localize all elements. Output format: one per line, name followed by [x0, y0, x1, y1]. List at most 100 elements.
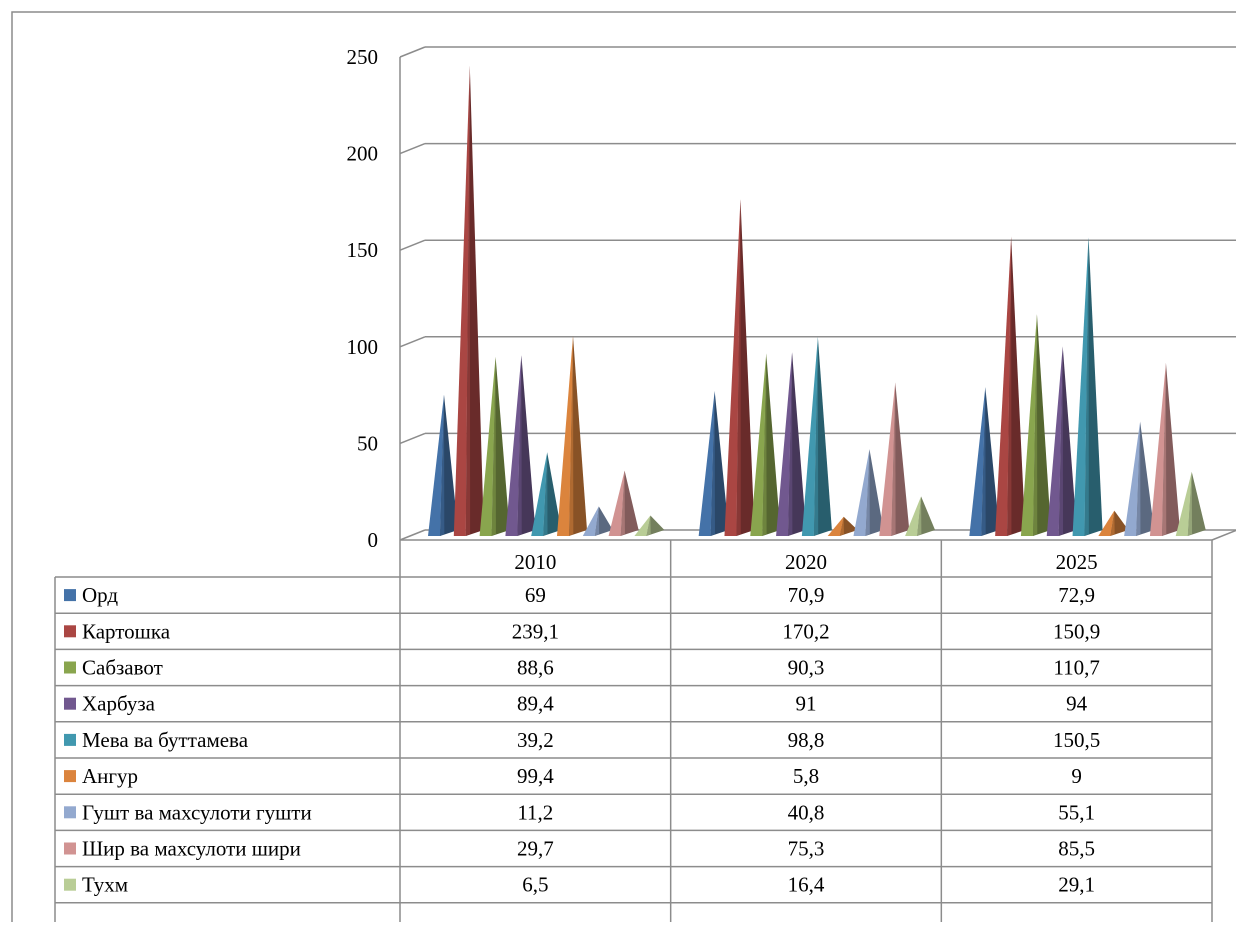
bar-front-face [453, 66, 470, 536]
bar-side-face [865, 449, 884, 536]
data-label: 5,8 [793, 764, 819, 788]
bar-front-face [776, 352, 793, 536]
bar-front-face [479, 356, 496, 536]
data-label: 39,2 [517, 728, 554, 752]
bar-front-face [905, 496, 922, 536]
bar [879, 382, 910, 536]
data-label: 9 [1071, 764, 1082, 788]
bar-front-face [1072, 237, 1089, 536]
legend-label: Мева ва буттамева [82, 728, 249, 752]
bar [1124, 421, 1155, 536]
bar-side-face [1136, 421, 1155, 536]
bar-series [428, 66, 1206, 537]
bar-mid-face [736, 199, 741, 537]
bar-mid-face [788, 352, 793, 536]
bar [1046, 346, 1077, 536]
bar-side-face [491, 356, 510, 536]
bar-front-face [879, 382, 896, 536]
bar [479, 356, 510, 536]
bar [698, 391, 729, 536]
gridline-diagonal [399, 239, 426, 251]
bar-front-face [698, 391, 715, 536]
gridline-diagonal [399, 142, 426, 155]
bar-mid-face [762, 353, 767, 536]
data-label: 150,9 [1053, 619, 1100, 643]
legend-label: Харбуза [82, 692, 156, 716]
y-axis-ticks: 0 50 100 150 200 250 [347, 45, 379, 552]
bar-mid-face [491, 356, 496, 536]
legend-swatch [64, 770, 76, 783]
bar [969, 387, 1000, 536]
bar [1149, 362, 1180, 536]
bar-side-face [710, 391, 729, 536]
legend-label: Орд [82, 583, 118, 607]
bar-mid-face [1110, 510, 1115, 536]
bar [505, 355, 536, 536]
data-label: 29,7 [517, 837, 554, 861]
data-label: 170,2 [782, 619, 829, 643]
bar-front-face [1124, 421, 1141, 536]
bar-side-face [1110, 510, 1129, 536]
bar [724, 199, 755, 537]
bar-side-face [891, 382, 910, 536]
bar [582, 506, 613, 536]
bar [608, 470, 639, 536]
bar-mid-face [646, 515, 651, 536]
bar [1098, 510, 1129, 536]
legend-swatch [64, 697, 76, 710]
gridline-diagonal [399, 46, 426, 58]
bar-front-face [1046, 346, 1063, 536]
y-tick-label: 0 [368, 528, 379, 552]
data-label: 11,2 [517, 800, 553, 824]
bar-front-face [634, 515, 651, 536]
bar-mid-face [891, 382, 896, 536]
data-label: 85,5 [1058, 837, 1095, 861]
bar-side-face [1007, 236, 1026, 537]
bar-front-face [1098, 510, 1115, 536]
data-label: 55,1 [1058, 800, 1095, 824]
bar [1020, 314, 1051, 536]
bar-mid-face [839, 516, 844, 536]
bar-front-face [428, 394, 444, 536]
data-label: 89,4 [517, 692, 554, 716]
data-label: 88,6 [517, 656, 554, 680]
data-label: 94 [1066, 692, 1088, 716]
floor-right-edge [1211, 529, 1236, 541]
y-tick-label: 250 [347, 45, 379, 69]
bar-side-face [440, 394, 458, 536]
data-label: 75,3 [788, 837, 825, 861]
data-label: 40,8 [788, 800, 825, 824]
legend-swatch [64, 806, 76, 819]
bar-mid-face [569, 335, 574, 536]
bar-mid-face [710, 391, 715, 536]
data-label: 91 [796, 692, 817, 716]
legend-swatch [64, 733, 76, 746]
bar-side-face [981, 387, 1000, 536]
bar [905, 496, 936, 536]
bar-mid-face [620, 470, 625, 536]
y-tick-label: 100 [347, 335, 379, 359]
bar [453, 66, 484, 536]
bar-side-face [1161, 362, 1180, 536]
legend-swatch [64, 842, 76, 855]
legend-swatch [64, 589, 76, 602]
bar-side-face [594, 506, 613, 536]
bar [750, 353, 781, 536]
plot-walls [399, 57, 1236, 541]
gridline-diagonal [399, 336, 426, 348]
legend-label: Шир ва махсулоти шири [82, 837, 301, 861]
bar-front-face [853, 449, 870, 536]
bar [1175, 471, 1206, 536]
bar-side-face [788, 352, 807, 536]
bar-front-face [969, 387, 986, 536]
bar-side-face [1084, 237, 1103, 536]
gridline-diagonal [399, 529, 426, 541]
bar [995, 236, 1026, 537]
legend-swatch [64, 661, 76, 674]
data-label: 239,1 [512, 619, 559, 643]
bar-front-face [1175, 471, 1192, 536]
data-label: 90,3 [788, 656, 825, 680]
bar [531, 452, 562, 536]
bar-side-face [620, 470, 639, 536]
